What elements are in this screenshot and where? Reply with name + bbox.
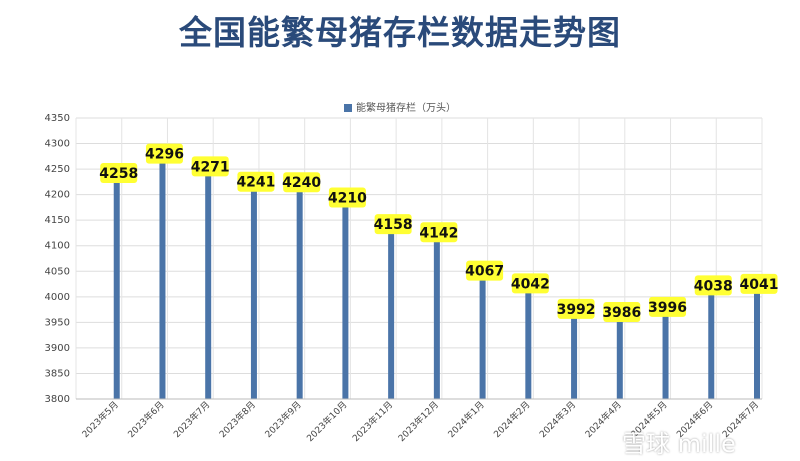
data-label: 3996 bbox=[648, 300, 687, 316]
y-tick-label: 3800 bbox=[45, 394, 70, 405]
data-label-background bbox=[649, 296, 687, 317]
bar bbox=[708, 277, 715, 399]
y-tick-label: 4250 bbox=[45, 164, 70, 175]
data-label: 3986 bbox=[602, 305, 641, 321]
data-label: 4296 bbox=[145, 147, 184, 163]
x-tick-label: 2023年7月 bbox=[171, 399, 212, 440]
chart-title: 全国能繁母猪存栏数据走势图 bbox=[179, 13, 621, 52]
data-label: 4241 bbox=[236, 175, 275, 191]
bar bbox=[662, 298, 669, 399]
data-label: 4240 bbox=[282, 175, 321, 191]
x-tick-label: 2024年3月 bbox=[537, 399, 578, 440]
bar bbox=[250, 173, 257, 399]
bar bbox=[296, 174, 303, 399]
data-label-background bbox=[603, 301, 641, 322]
x-tick-label: 2023年10月 bbox=[304, 399, 350, 445]
data-label: 4067 bbox=[465, 264, 504, 280]
x-tick-label: 2023年9月 bbox=[262, 399, 303, 440]
bar bbox=[479, 262, 486, 399]
y-tick-label: 4300 bbox=[45, 139, 70, 150]
data-label-background bbox=[283, 172, 321, 193]
y-tick-label: 4000 bbox=[45, 292, 70, 303]
bar bbox=[388, 216, 395, 399]
data-label: 3992 bbox=[557, 302, 596, 318]
y-tick-label: 4150 bbox=[45, 215, 70, 226]
data-label: 4142 bbox=[419, 225, 458, 241]
data-label-background bbox=[374, 214, 412, 235]
data-label-background bbox=[100, 163, 138, 184]
bar bbox=[113, 165, 120, 399]
data-label: 4042 bbox=[511, 276, 550, 292]
data-label-background bbox=[328, 187, 366, 208]
y-tick-label: 4200 bbox=[45, 190, 70, 201]
x-tick-label: 2024年1月 bbox=[445, 399, 486, 440]
y-tick-label: 3850 bbox=[45, 368, 70, 379]
data-label-background bbox=[694, 275, 732, 296]
data-label: 4258 bbox=[99, 166, 138, 182]
data-label-background bbox=[420, 222, 458, 243]
data-label-background bbox=[145, 143, 183, 164]
bar bbox=[342, 189, 349, 399]
x-tick-label: 2023年11月 bbox=[350, 399, 396, 445]
x-tick-label: 2023年12月 bbox=[395, 399, 441, 445]
chart-legend: 能繁母猪存栏（万头） bbox=[0, 99, 800, 114]
x-tick-label: 2024年2月 bbox=[491, 399, 532, 440]
y-tick-label: 4100 bbox=[45, 241, 70, 252]
data-label: 4041 bbox=[740, 277, 779, 293]
data-label-background bbox=[466, 260, 504, 281]
data-label: 4158 bbox=[374, 217, 413, 233]
bar bbox=[571, 300, 578, 399]
y-tick-label: 4050 bbox=[45, 266, 70, 277]
x-tick-label: 2023年6月 bbox=[125, 399, 166, 440]
data-label-background bbox=[740, 273, 778, 294]
y-tick-label: 4350 bbox=[45, 113, 70, 124]
x-tick-label: 2023年8月 bbox=[217, 399, 258, 440]
bar bbox=[159, 145, 166, 399]
bar bbox=[205, 158, 212, 399]
x-tick-label: 2023年5月 bbox=[79, 399, 120, 440]
watermark: 雪球 mille bbox=[622, 430, 736, 458]
y-tick-label: 3950 bbox=[45, 317, 70, 328]
bar bbox=[433, 224, 440, 399]
x-tick-label: 2024年4月 bbox=[582, 399, 623, 440]
bar bbox=[754, 275, 760, 399]
bar bbox=[525, 275, 532, 399]
legend-swatch bbox=[344, 104, 352, 112]
legend-label: 能繁母猪存栏（万头） bbox=[356, 103, 456, 114]
data-label-background bbox=[237, 171, 275, 192]
data-label: 4210 bbox=[328, 191, 367, 207]
data-label: 4038 bbox=[694, 278, 733, 294]
data-label-background bbox=[557, 298, 595, 319]
bar bbox=[616, 303, 623, 399]
data-label-background bbox=[191, 156, 229, 177]
y-tick-label: 3900 bbox=[45, 343, 70, 354]
data-label: 4271 bbox=[191, 159, 230, 175]
data-label-background bbox=[511, 273, 549, 294]
